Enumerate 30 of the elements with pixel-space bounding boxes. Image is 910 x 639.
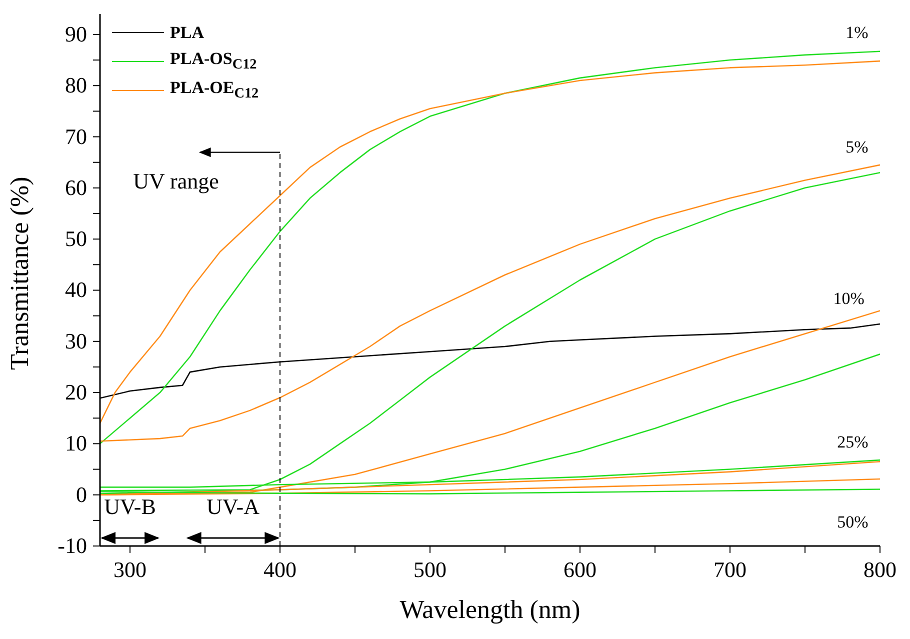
legend-label: PLA-OS$_{C12}$ <box>170 49 257 74</box>
y-tick-label: 70 <box>65 124 87 149</box>
y-tick-label: 60 <box>65 174 87 200</box>
x-axis-title: Wavelength (nm) <box>400 595 580 624</box>
y-tick-label: 0 <box>76 482 87 507</box>
y-tick-label: 30 <box>65 328 87 354</box>
x-tick-label: 800 <box>864 557 896 582</box>
x-tick-label: 500 <box>414 557 446 582</box>
annotation: 50% <box>837 512 868 532</box>
annotation: UV-B <box>104 494 156 520</box>
y-tick-label: 50 <box>65 226 87 252</box>
x-tick-label: 600 <box>564 557 596 582</box>
y-tick-label: 40 <box>65 277 87 302</box>
annotation: 10% <box>833 288 864 308</box>
annotation: UV-A <box>206 494 260 520</box>
y-axis-title: Transmittance (%) <box>5 176 34 370</box>
y-tick-label: 90 <box>65 21 87 46</box>
legend-label: PLA <box>170 22 204 42</box>
x-tick-label: 400 <box>264 557 296 582</box>
annotation: 1% <box>846 22 868 42</box>
annotation: 5% <box>846 137 868 156</box>
y-tick-label: -10 <box>58 533 87 558</box>
y-tick-label: 10 <box>65 430 87 456</box>
y-tick-label: 80 <box>65 72 87 98</box>
x-tick-label: 300 <box>114 557 146 582</box>
y-tick-label: 20 <box>65 380 87 405</box>
annotation: 25% <box>837 432 868 452</box>
legend-label: PLA-OE$_{C12}$ <box>170 78 259 103</box>
x-tick-label: 700 <box>714 557 746 582</box>
ref-line-label: UV range <box>133 168 219 194</box>
